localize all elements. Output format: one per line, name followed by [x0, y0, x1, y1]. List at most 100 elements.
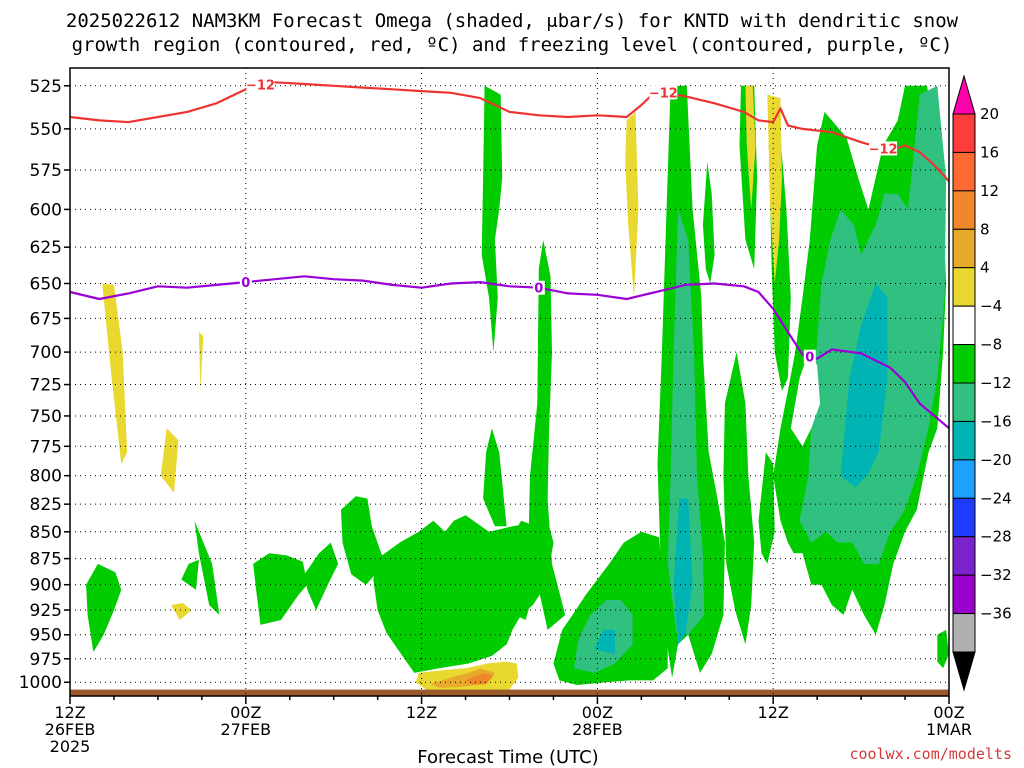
colorbar-label-0: 20	[980, 105, 999, 123]
x-tick-label-36-1: 28FEB	[572, 720, 623, 739]
colorbar-label-6: −8	[980, 336, 1002, 354]
colorbar-band-1	[952, 113, 976, 153]
y-tick-label-850: 850	[30, 523, 62, 543]
dendritic-growth-label-bg-2	[869, 141, 898, 156]
x-tick-label-0-2: 2025	[50, 737, 91, 756]
colorbar-label-12: −32	[980, 566, 1012, 584]
y-tick-label-950: 950	[30, 626, 62, 646]
x-tick-label-12-1: 27FEB	[220, 720, 271, 739]
omega-region-9	[341, 496, 385, 585]
omega-region-28	[767, 94, 782, 284]
colorbar-label-2: 12	[980, 182, 999, 200]
freezing-level-label-1: 0	[534, 282, 543, 297]
colorbar-label-5: −4	[980, 297, 1002, 315]
y-tick-label-600: 600	[30, 200, 62, 220]
credit-text: coolwx.com/modelts	[849, 745, 1012, 763]
colorbar-bottom-tip	[952, 651, 976, 692]
dendritic-growth-label-1: −12	[649, 86, 678, 101]
y-tick-label-725: 725	[30, 376, 62, 396]
omega-region-21	[673, 498, 693, 645]
colorbar-band-11	[952, 497, 976, 538]
colorbar-label-9: −20	[980, 451, 1012, 469]
colorbar-label-1: 16	[980, 143, 999, 161]
x-tick-label-60-1: 1MAR	[926, 720, 972, 739]
y-tick-label-975: 975	[30, 650, 62, 670]
colorbar-band-9	[952, 420, 976, 461]
omega-region-5	[198, 332, 204, 391]
omega-region-20	[667, 209, 705, 635]
omega-region-18	[625, 111, 639, 298]
colorbar-band-8	[952, 382, 976, 422]
colorbar-band-3	[952, 190, 976, 230]
y-tick-label-925: 925	[30, 601, 62, 621]
omega-region-17	[594, 629, 615, 654]
colorbar: 20 16 12 8 4 −4 −8 −12 −16 −20 −24 −28 −32 −36	[952, 74, 1012, 692]
colorbar-band-13	[952, 574, 976, 615]
omega-region-7	[253, 553, 308, 625]
omega-region-36	[465, 672, 494, 685]
y-tick-label-750: 750	[30, 407, 62, 427]
colorbar-band-2	[952, 151, 976, 192]
colorbar-band-14	[952, 613, 976, 653]
terrain-layer	[70, 689, 949, 696]
dendritic-growth-label-bg-0	[246, 77, 275, 92]
y-tick-label-775: 775	[30, 437, 62, 457]
omega-region-23	[723, 352, 755, 645]
y-tick-label-650: 650	[30, 274, 62, 294]
colorbar-band-4	[952, 228, 976, 269]
y-tick-label-1000: 1000	[19, 673, 62, 693]
x-tick-label-12-0: 00Z	[230, 703, 261, 722]
colorbar-band-5	[952, 267, 976, 307]
colorbar-label-10: −24	[980, 489, 1012, 507]
y-tick-label-825: 825	[30, 495, 62, 515]
colorbar-band-6	[952, 305, 976, 346]
y-tick-label-800: 800	[30, 467, 62, 487]
omega-region-8	[304, 542, 339, 611]
colorbar-label-11: −28	[980, 528, 1012, 546]
omega-region-2	[102, 283, 128, 464]
freezing-level-label-bg-0	[239, 275, 252, 290]
colorbar-band-7	[952, 344, 976, 384]
y-tick-label-525: 525	[30, 77, 62, 97]
freezing-level-label-bg-2	[803, 349, 816, 364]
omega-region-32	[790, 352, 821, 447]
freezing-level-contour	[69, 275, 950, 430]
colorbar-band-10	[952, 459, 976, 499]
dendritic-growth-label-0: −12	[246, 79, 275, 94]
chart-title-line-2: growth region (contoured, red, ºC) and f…	[72, 34, 953, 56]
freezing-level-label-0: 0	[241, 276, 250, 291]
y-tick-label-575: 575	[30, 161, 62, 181]
omega-region-1	[181, 559, 199, 590]
colorbar-label-3: 8	[980, 220, 990, 238]
y-tick-label-875: 875	[30, 550, 62, 570]
dendritic-growth-label-bg-1	[649, 85, 678, 100]
omega-region-3	[160, 428, 179, 493]
y-tick-label-625: 625	[30, 238, 62, 258]
freezing-level-label-2: 0	[805, 351, 814, 366]
colorbar-band-12	[952, 536, 976, 576]
y-tick-label-550: 550	[30, 120, 62, 140]
x-tick-label-0-0: 12Z	[54, 703, 85, 722]
omega-region-4	[171, 603, 192, 620]
dendritic-growth-contour	[69, 81, 950, 182]
dendritic-growth-label-2: −12	[869, 142, 898, 157]
y-axis: 525 550 575 600 625 650 675 700 725 750 775 800 825 8…	[19, 77, 70, 693]
omega-region-22	[702, 161, 715, 284]
freezing-level-label-bg-1	[532, 280, 545, 295]
omega-region-0	[86, 563, 122, 653]
terrain-band	[70, 689, 949, 696]
x-tick-label-0-1: 26FEB	[45, 720, 96, 739]
colorbar-label-8: −16	[980, 412, 1012, 430]
colorbar-label-4: 4	[980, 259, 990, 277]
contour-lines: −12 −12 −12 0 0 0	[69, 77, 950, 430]
x-tick-label-24-0: 12Z	[406, 703, 437, 722]
x-axis-label: Forecast Time (UTC)	[417, 747, 598, 768]
omega-region-6	[194, 520, 220, 615]
colorbar-label-13: −36	[980, 605, 1012, 623]
omega-region-14	[528, 239, 566, 630]
omega-region-11	[483, 428, 507, 527]
x-tick-label-60-0: 00Z	[933, 703, 964, 722]
omega-shading	[86, 85, 949, 692]
